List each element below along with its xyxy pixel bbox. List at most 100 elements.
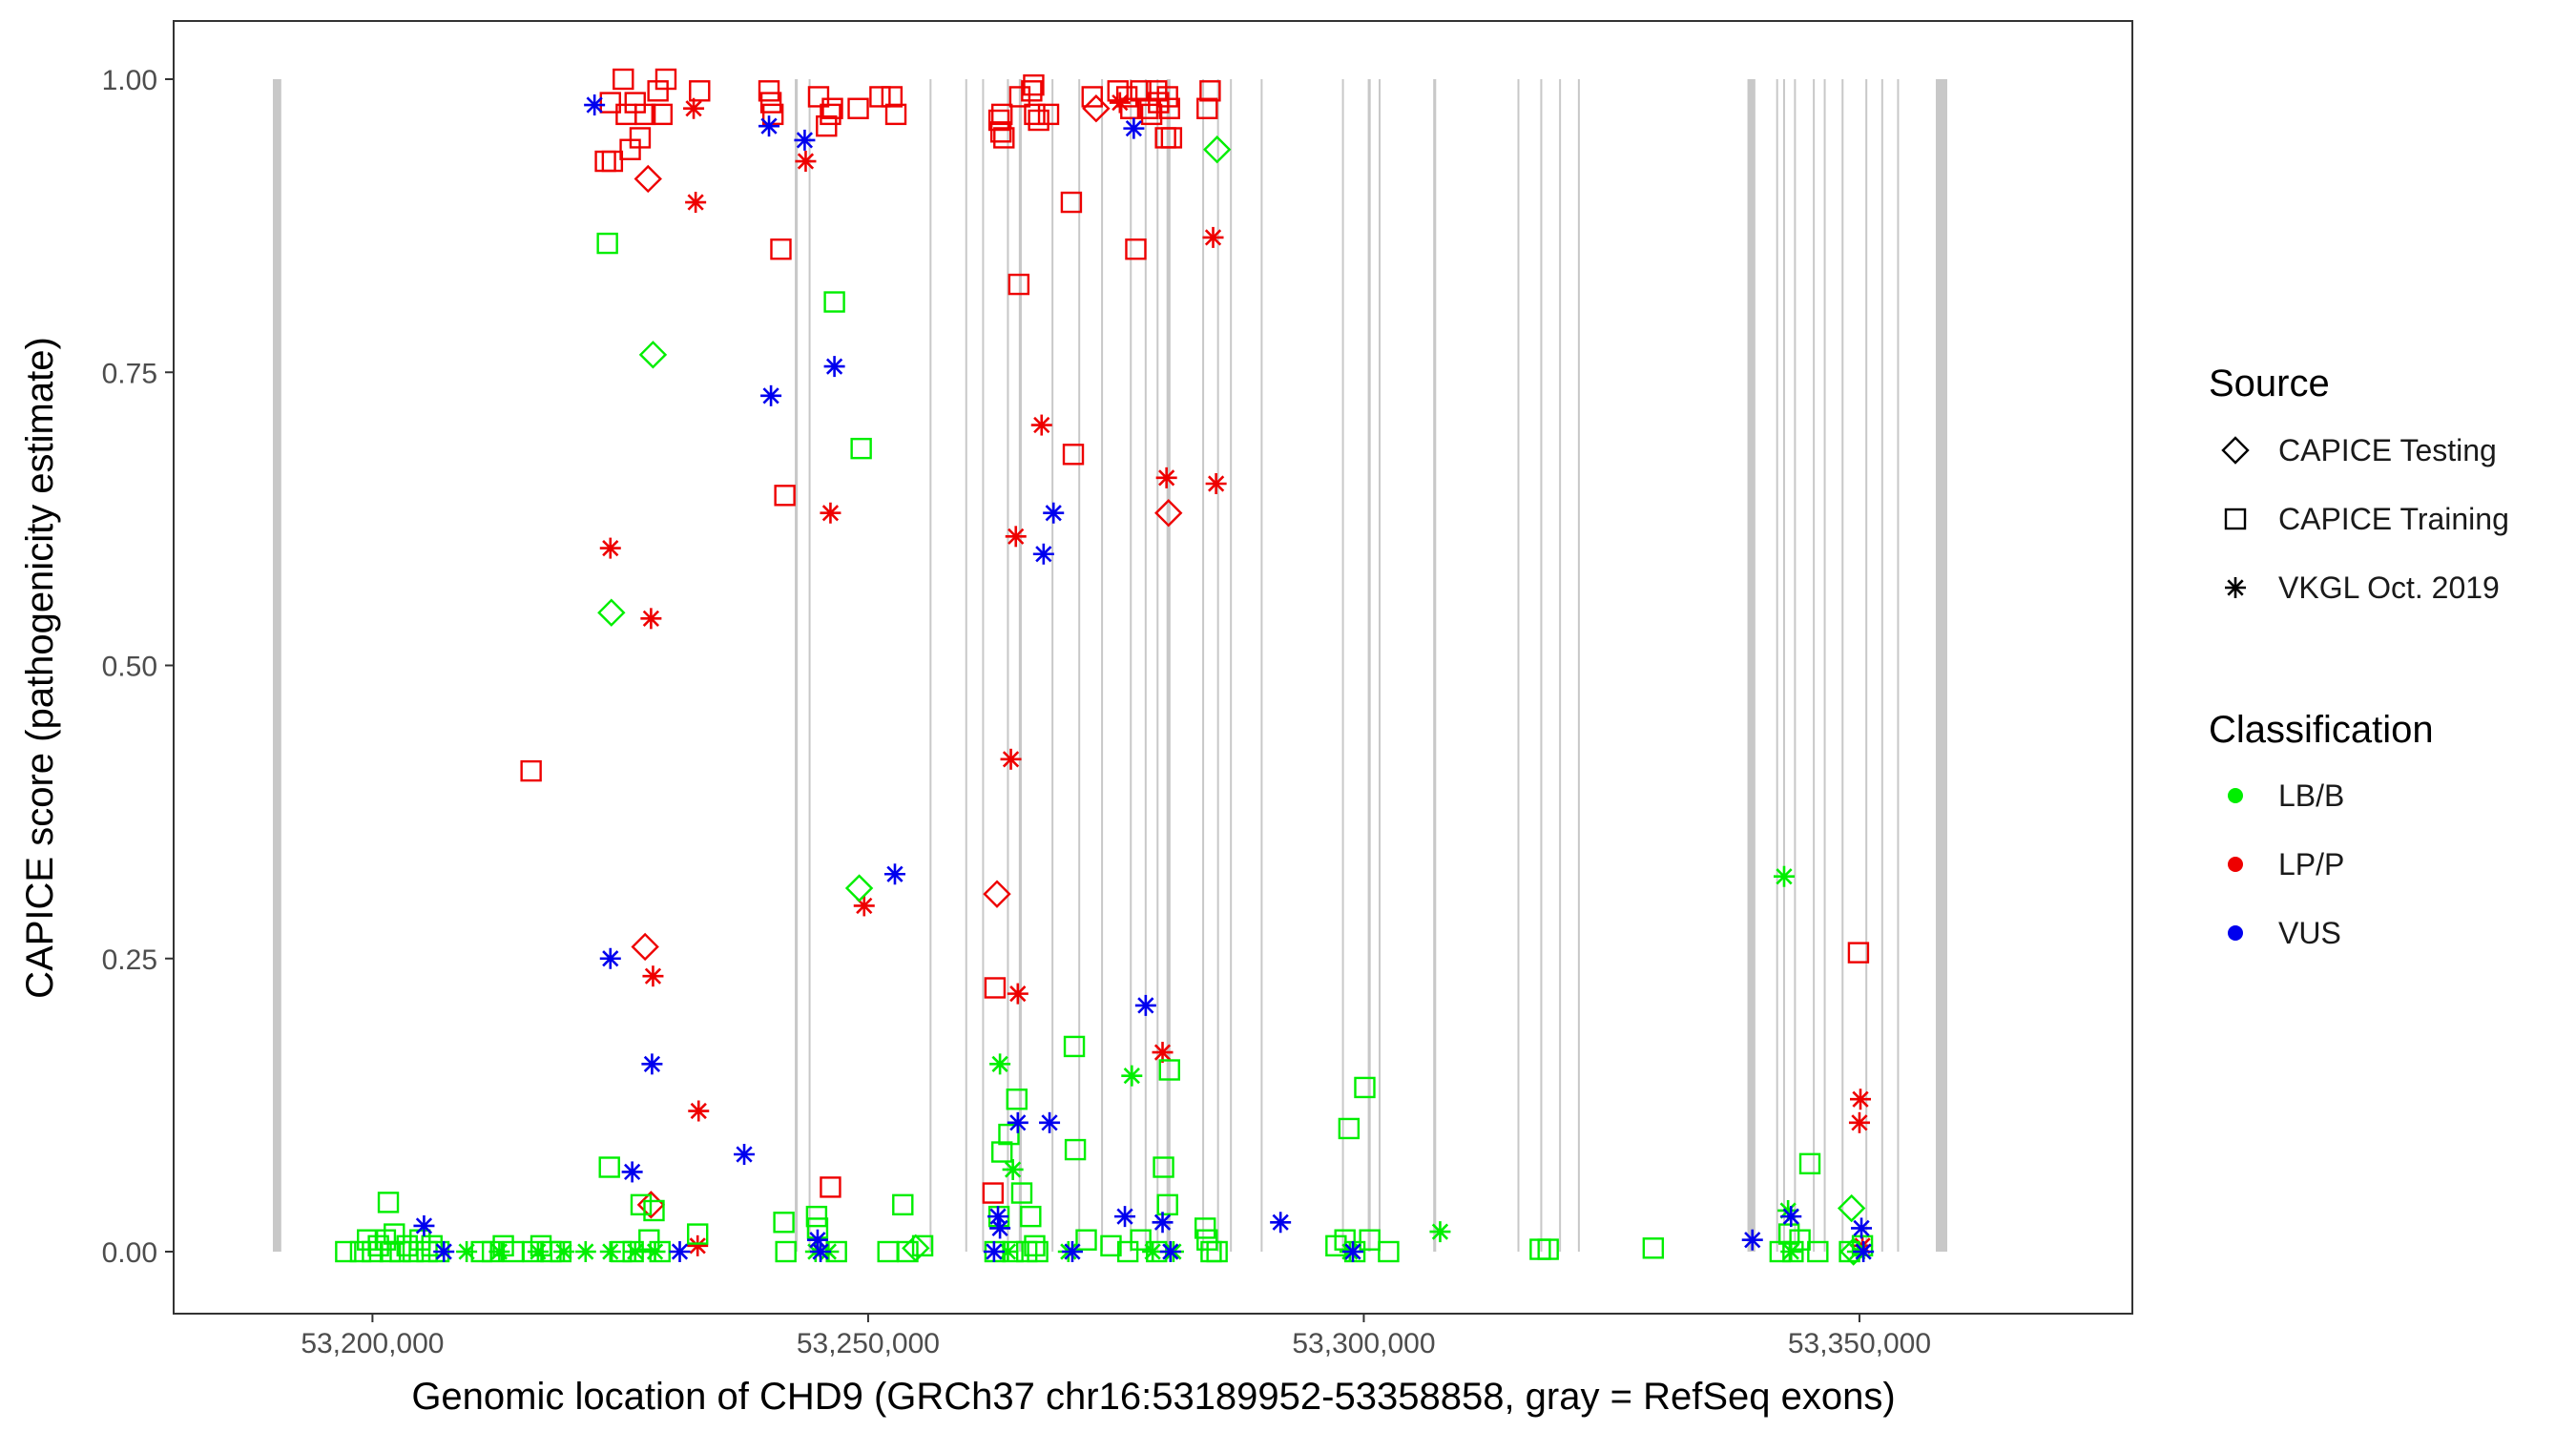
data-points	[335, 68, 1875, 1266]
exon-band	[1897, 79, 1900, 1252]
data-point	[1121, 1065, 1143, 1087]
data-point	[377, 1192, 400, 1213]
data-point	[869, 86, 891, 108]
exon-band	[1144, 79, 1147, 1252]
data-point	[1270, 1212, 1292, 1234]
exon-band	[1156, 79, 1159, 1252]
x-axis-title: Genomic location of CHD9 (GRCh37 chr16:5…	[411, 1376, 1895, 1418]
data-point	[761, 103, 784, 126]
data-point	[794, 129, 816, 151]
data-point	[1130, 80, 1152, 102]
data-point	[805, 1205, 828, 1228]
exon-band	[1367, 79, 1371, 1252]
data-point	[1378, 1240, 1400, 1263]
data-point	[640, 608, 662, 630]
legend-classification-label: LP/P	[2278, 847, 2344, 881]
data-point	[1160, 127, 1183, 149]
data-point	[630, 1193, 653, 1216]
data-point	[993, 127, 1015, 149]
data-point	[1134, 994, 1156, 1016]
data-point	[598, 1156, 620, 1178]
exon-band	[1078, 79, 1081, 1252]
data-point	[775, 1240, 797, 1263]
legend-key-dot	[2228, 857, 2243, 872]
data-point	[597, 598, 626, 627]
data-point	[1027, 1240, 1049, 1263]
data-point	[1159, 1241, 1181, 1262]
data-point	[1152, 1212, 1174, 1234]
data-point	[1037, 103, 1060, 126]
data-point	[823, 356, 845, 378]
data-point	[1354, 1076, 1376, 1099]
y-tick-label: 0.75	[102, 358, 157, 389]
series-LBB-diamond	[597, 135, 1868, 1266]
data-point	[902, 1234, 930, 1263]
data-point	[357, 1229, 379, 1251]
data-point	[520, 759, 542, 782]
data-point	[1060, 191, 1083, 214]
data-point	[641, 1053, 663, 1075]
exon-band	[1776, 79, 1778, 1252]
data-point	[1100, 1234, 1122, 1257]
data-point	[402, 1240, 425, 1263]
legend-key-diamond	[2221, 436, 2250, 465]
data-point	[1006, 1089, 1028, 1110]
data-point	[1158, 97, 1180, 119]
legend-key-dot	[2228, 788, 2243, 803]
data-point	[1156, 1193, 1178, 1216]
legend-source-label: CAPICE Testing	[2278, 433, 2497, 467]
data-point	[1061, 1241, 1083, 1262]
exon-band	[1051, 79, 1054, 1252]
data-point	[687, 1223, 709, 1245]
x-tick-label: 53,300,000	[1292, 1328, 1435, 1359]
data-point	[413, 1214, 435, 1236]
data-point	[1075, 1229, 1097, 1251]
legend-classification-item: LP/P	[2228, 847, 2344, 881]
data-point	[877, 1240, 899, 1263]
data-point	[983, 1241, 1005, 1262]
legend-classification-title: Classification	[2209, 709, 2434, 751]
exon-band	[1130, 79, 1132, 1252]
data-point	[1847, 942, 1870, 964]
y-axis: 0.00 0.25 0.50 0.75 1.00	[102, 65, 174, 1269]
data-point	[669, 1241, 691, 1262]
data-point	[844, 874, 874, 902]
data-point	[629, 127, 652, 149]
data-point	[683, 97, 705, 119]
data-point	[1030, 414, 1052, 436]
data-point	[1032, 543, 1054, 565]
data-point	[1158, 1059, 1180, 1081]
exon-band	[1865, 79, 1868, 1252]
data-point	[1851, 1217, 1873, 1239]
exon-band	[1007, 79, 1009, 1252]
exon-band	[1166, 79, 1171, 1252]
data-point	[1023, 73, 1045, 96]
data-point	[1007, 983, 1028, 1005]
data-point	[795, 151, 817, 173]
data-point	[1853, 1241, 1875, 1262]
data-point	[613, 68, 634, 91]
data-point	[883, 863, 905, 885]
x-axis: 53,200,000 53,250,000 53,300,000 53,350,000	[301, 1314, 1931, 1359]
data-point	[389, 1240, 411, 1263]
data-point	[821, 97, 843, 119]
exon-band	[808, 79, 811, 1252]
data-point	[584, 94, 606, 116]
data-point	[1199, 80, 1221, 102]
data-point	[1154, 127, 1176, 149]
data-point	[1196, 97, 1218, 119]
exon-band	[1433, 79, 1437, 1252]
data-point	[823, 291, 845, 313]
series-VUS-asterisk	[413, 94, 1875, 1262]
data-point	[1114, 1206, 1136, 1228]
x-tick-label: 53,200,000	[301, 1328, 444, 1359]
data-point	[421, 1234, 443, 1257]
series-LPP-square	[520, 68, 1870, 1204]
exon-band	[929, 79, 932, 1252]
data-point	[987, 109, 1010, 132]
exon-band	[1559, 79, 1562, 1252]
data-point	[774, 485, 796, 507]
data-point	[1205, 473, 1227, 495]
data-point	[1064, 1138, 1087, 1161]
data-point	[1156, 86, 1178, 108]
